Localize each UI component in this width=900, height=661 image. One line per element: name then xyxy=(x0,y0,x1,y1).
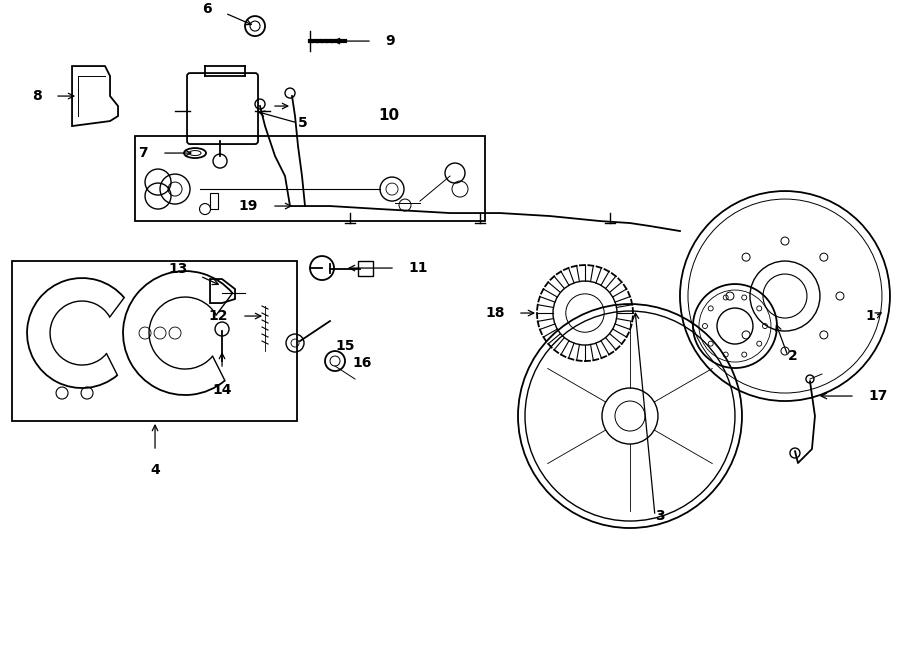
Text: 11: 11 xyxy=(408,261,427,275)
Text: 6: 6 xyxy=(202,2,212,16)
Text: 16: 16 xyxy=(352,356,372,370)
Bar xyxy=(12,261,297,421)
Bar xyxy=(135,136,485,221)
Text: 17: 17 xyxy=(868,389,887,403)
Text: 14: 14 xyxy=(212,383,232,397)
Text: 1: 1 xyxy=(865,309,875,323)
Text: 8: 8 xyxy=(32,89,42,103)
Text: 5: 5 xyxy=(298,116,308,130)
Bar xyxy=(358,261,373,276)
Text: 4: 4 xyxy=(150,463,160,477)
Text: 7: 7 xyxy=(139,146,148,160)
Text: 10: 10 xyxy=(378,108,399,123)
Text: 3: 3 xyxy=(655,509,664,523)
Text: 2: 2 xyxy=(788,349,797,363)
Text: 12: 12 xyxy=(209,309,228,323)
Bar xyxy=(210,193,218,209)
Text: 18: 18 xyxy=(485,306,505,320)
Text: 9: 9 xyxy=(385,34,394,48)
Text: 15: 15 xyxy=(335,339,355,353)
Text: 19: 19 xyxy=(238,199,258,213)
Text: 13: 13 xyxy=(168,262,188,276)
